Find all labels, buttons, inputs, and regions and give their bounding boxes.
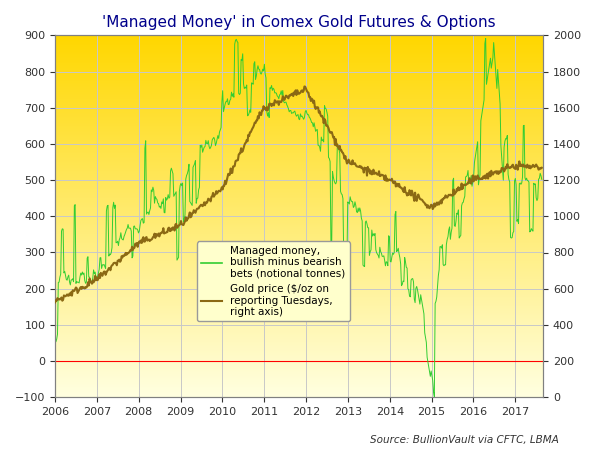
Text: Source: BullionVault via CFTC, LBMA: Source: BullionVault via CFTC, LBMA: [370, 436, 558, 446]
Title: 'Managed Money' in Comex Gold Futures & Options: 'Managed Money' in Comex Gold Futures & …: [103, 15, 496, 30]
Legend: Managed money,
bullish minus bearish
bets (notional tonnes), Gold price ($/oz on: Managed money, bullish minus bearish bet…: [197, 242, 350, 321]
